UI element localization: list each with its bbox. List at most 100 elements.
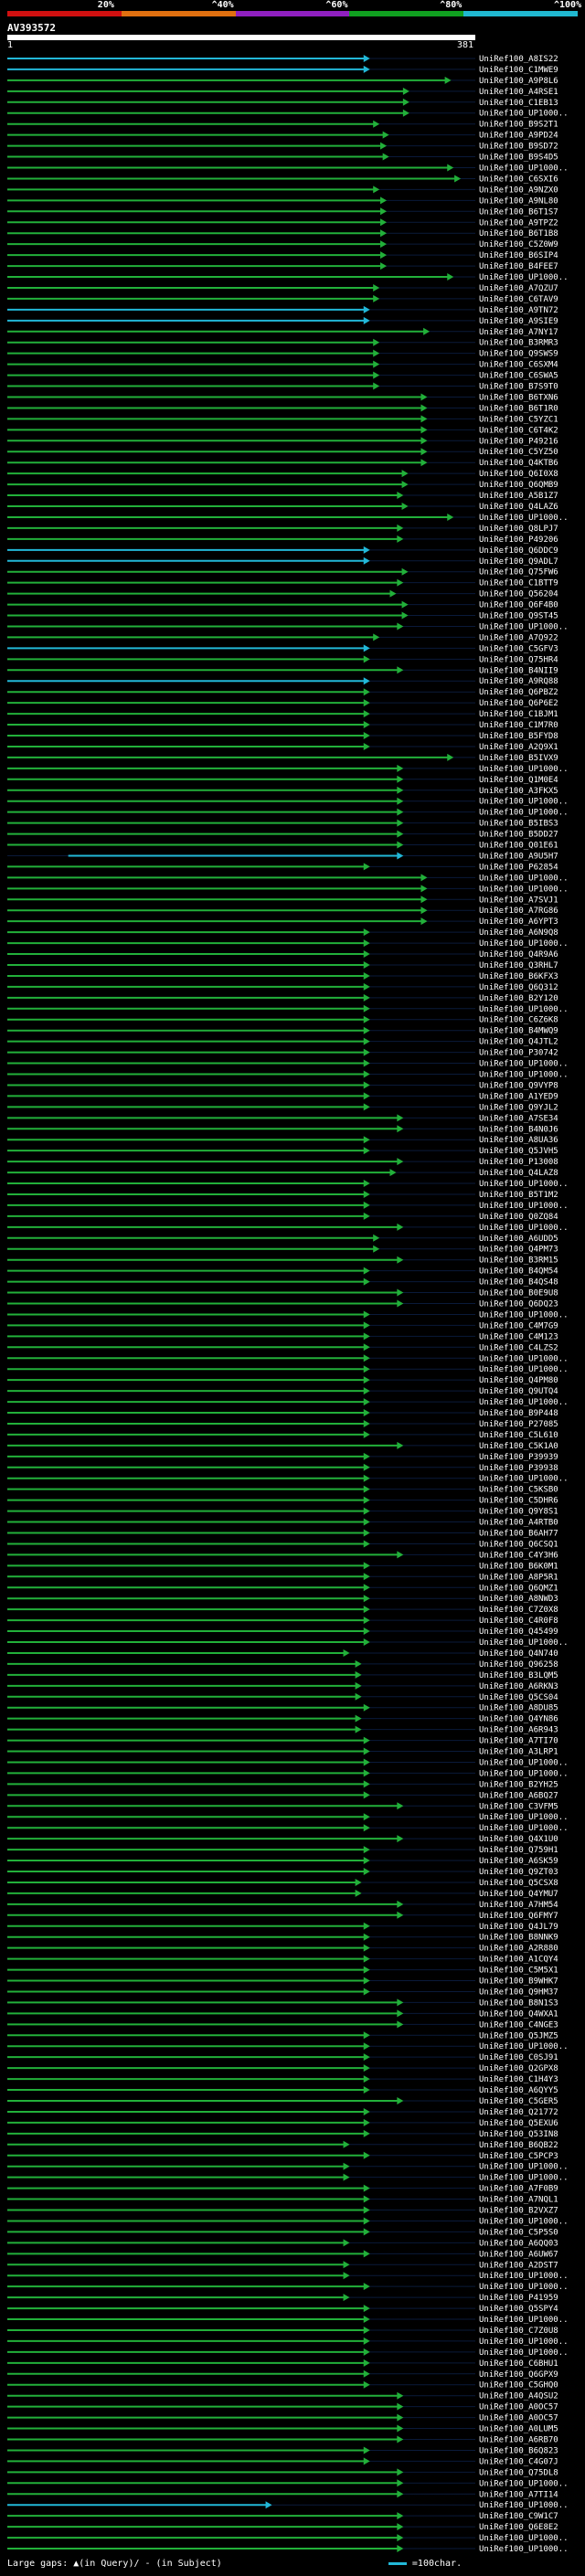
- hit-label[interactable]: UniRef100_B0E9U8: [479, 1289, 558, 1299]
- hit-label[interactable]: UniRef100_C1EB13: [479, 99, 558, 108]
- hit-label[interactable]: UniRef100_C6BHU1: [479, 2359, 558, 2369]
- hit-label[interactable]: UniRef100_Q2GPX8: [479, 2064, 558, 2073]
- hit-label[interactable]: UniRef100_B6K0M1: [479, 1562, 558, 1571]
- hit-label[interactable]: UniRef100_A4RTB0: [479, 1519, 558, 1528]
- hit-label[interactable]: UniRef100_UP1000..: [479, 273, 569, 282]
- hit-label[interactable]: UniRef100_A7QZU7: [479, 284, 558, 293]
- hit-label[interactable]: UniRef100_Q96258: [479, 1660, 558, 1670]
- hit-label[interactable]: UniRef100_UP1000..: [479, 1354, 569, 1363]
- hit-label[interactable]: UniRef100_Q9YJL2: [479, 1103, 558, 1112]
- hit-label[interactable]: UniRef100_A6RKN3: [479, 1682, 558, 1691]
- hit-label[interactable]: UniRef100_C5YZC1: [479, 415, 558, 424]
- hit-label[interactable]: UniRef100_Q8LPJ7: [479, 525, 558, 534]
- hit-label[interactable]: UniRef100_UP1000..: [479, 874, 569, 883]
- hit-label[interactable]: UniRef100_B3RMR3: [479, 339, 558, 348]
- hit-label[interactable]: UniRef100_UP1000..: [479, 2272, 569, 2281]
- hit-label[interactable]: UniRef100_B8N1S3: [479, 1998, 558, 2008]
- hit-label[interactable]: UniRef100_UP1000..: [479, 1365, 569, 1374]
- hit-label[interactable]: UniRef100_UP1000..: [479, 1398, 569, 1407]
- hit-label[interactable]: UniRef100_Q5CSX8: [479, 1879, 558, 1888]
- hit-label[interactable]: UniRef100_B6T1S7: [479, 207, 558, 217]
- hit-label[interactable]: UniRef100_C3VFM5: [479, 1802, 558, 1811]
- hit-label[interactable]: UniRef100_Q4PM73: [479, 1246, 558, 1255]
- hit-label[interactable]: UniRef100_A6N9Q8: [479, 928, 558, 938]
- hit-label[interactable]: UniRef100_Q4JL79: [479, 1923, 558, 1932]
- hit-label[interactable]: UniRef100_A9PD24: [479, 132, 558, 141]
- hit-label[interactable]: UniRef100_P39938: [479, 1464, 558, 1473]
- hit-label[interactable]: UniRef100_C5K1A0: [479, 1442, 558, 1451]
- hit-label[interactable]: UniRef100_UP1000..: [479, 2479, 569, 2488]
- hit-label[interactable]: UniRef100_UP1000..: [479, 765, 569, 774]
- hit-label[interactable]: UniRef100_A6UW67: [479, 2250, 558, 2259]
- hit-label[interactable]: UniRef100_C1M7R0: [479, 721, 558, 730]
- hit-label[interactable]: UniRef100_UP1000..: [479, 1813, 569, 1822]
- hit-label[interactable]: UniRef100_Q5SPY4: [479, 2305, 558, 2314]
- hit-label[interactable]: UniRef100_Q9UTQ4: [479, 1387, 558, 1396]
- hit-label[interactable]: UniRef100_UP1000..: [479, 885, 569, 894]
- hit-label[interactable]: UniRef100_A9NL80: [479, 196, 558, 206]
- hit-label[interactable]: UniRef100_A2R880: [479, 1945, 558, 1954]
- hit-label[interactable]: UniRef100_C1MWE9: [479, 66, 558, 75]
- hit-label[interactable]: UniRef100_Q3RHL7: [479, 961, 558, 970]
- hit-label[interactable]: UniRef100_B4QM54: [479, 1267, 558, 1277]
- hit-label[interactable]: UniRef100_A7SVJ1: [479, 896, 558, 905]
- hit-label[interactable]: UniRef100_C6SXI6: [479, 175, 558, 184]
- hit-label[interactable]: UniRef100_Q9ZT03: [479, 1868, 558, 1877]
- hit-label[interactable]: UniRef100_UP1000..: [479, 1758, 569, 1767]
- hit-label[interactable]: UniRef100_A9TN72: [479, 306, 558, 315]
- hit-label[interactable]: UniRef100_B9WHK7: [479, 1977, 558, 1987]
- hit-label[interactable]: UniRef100_A6QQ03: [479, 2239, 558, 2248]
- hit-label[interactable]: UniRef100_C4NGE3: [479, 2020, 558, 2030]
- hit-label[interactable]: UniRef100_Q4N740: [479, 1649, 558, 1659]
- hit-label[interactable]: UniRef100_UP1000..: [479, 1638, 569, 1648]
- hit-label[interactable]: UniRef100_A9U5H7: [479, 852, 558, 861]
- hit-label[interactable]: UniRef100_B5IBS3: [479, 820, 558, 829]
- hit-label[interactable]: UniRef100_C6TAV9: [479, 295, 558, 304]
- hit-label[interactable]: UniRef100_A7F0B9: [479, 2185, 558, 2194]
- hit-label[interactable]: UniRef100_A7TI14: [479, 2490, 558, 2499]
- hit-label[interactable]: UniRef100_UP1000..: [479, 2217, 569, 2226]
- hit-label[interactable]: UniRef100_A8UA36: [479, 1136, 558, 1145]
- hit-label[interactable]: UniRef100_Q6F4B0: [479, 601, 558, 610]
- hit-label[interactable]: UniRef100_B8NNK9: [479, 1934, 558, 1943]
- hit-label[interactable]: UniRef100_Q5JMZ5: [479, 2031, 558, 2041]
- hit-label[interactable]: UniRef100_Q4JTL2: [479, 1038, 558, 1047]
- hit-label[interactable]: UniRef100_Q4YMU7: [479, 1890, 558, 1899]
- hit-label[interactable]: UniRef100_B2Y120: [479, 994, 558, 1003]
- hit-label[interactable]: UniRef100_UP1000..: [479, 2534, 569, 2543]
- hit-label[interactable]: UniRef100_B9S4D5: [479, 154, 558, 163]
- hit-label[interactable]: UniRef100_A6R943: [479, 1726, 558, 1735]
- hit-label[interactable]: UniRef100_Q75DL8: [479, 2468, 558, 2477]
- hit-label[interactable]: UniRef100_C6T4K2: [479, 426, 558, 435]
- hit-label[interactable]: UniRef100_C5KSB0: [479, 1486, 558, 1495]
- hit-label[interactable]: UniRef100_A3FKX5: [479, 787, 558, 796]
- hit-label[interactable]: UniRef100_UP1000..: [479, 809, 569, 818]
- hit-label[interactable]: UniRef100_P49206: [479, 535, 558, 545]
- hit-label[interactable]: UniRef100_Q6DDC9: [479, 546, 558, 556]
- hit-label[interactable]: UniRef100_UP1000..: [479, 1824, 569, 1833]
- hit-label[interactable]: UniRef100_A9SIE9: [479, 317, 558, 326]
- hit-label[interactable]: UniRef100_Q56204: [479, 590, 558, 599]
- hit-label[interactable]: UniRef100_Q1M0E4: [479, 776, 558, 785]
- hit-label[interactable]: UniRef100_Q6CSQ1: [479, 1540, 558, 1549]
- hit-label[interactable]: UniRef100_Q6I0X8: [479, 470, 558, 479]
- hit-label[interactable]: UniRef100_A5B1Z7: [479, 492, 558, 501]
- hit-label[interactable]: UniRef100_A6RB70: [479, 2436, 558, 2445]
- hit-label[interactable]: UniRef100_A3LRP1: [479, 1748, 558, 1757]
- hit-label[interactable]: UniRef100_Q53IN8: [479, 2130, 558, 2139]
- hit-label[interactable]: UniRef100_UP1000..: [479, 2501, 569, 2510]
- hit-label[interactable]: UniRef100_Q21772: [479, 2108, 558, 2117]
- hit-label[interactable]: UniRef100_C5GER5: [479, 2097, 558, 2106]
- hit-label[interactable]: UniRef100_UP1000..: [479, 2545, 569, 2554]
- hit-label[interactable]: UniRef100_UP1000..: [479, 939, 569, 949]
- hit-label[interactable]: UniRef100_A9RQ88: [479, 677, 558, 686]
- hit-label[interactable]: UniRef100_UP1000..: [479, 1060, 569, 1069]
- hit-label[interactable]: UniRef100_C4LZS2: [479, 1343, 558, 1352]
- hit-label[interactable]: UniRef100_B6SIP4: [479, 251, 558, 260]
- hit-label[interactable]: UniRef100_B9S2T1: [479, 121, 558, 130]
- hit-label[interactable]: UniRef100_UP1000..: [479, 1202, 569, 1211]
- hit-label[interactable]: UniRef100_A9NZX0: [479, 186, 558, 195]
- hit-label[interactable]: UniRef100_A9TPZ2: [479, 218, 558, 228]
- hit-label[interactable]: UniRef100_B7S9T0: [479, 383, 558, 392]
- hit-label[interactable]: UniRef100_B4N0J6: [479, 1125, 558, 1134]
